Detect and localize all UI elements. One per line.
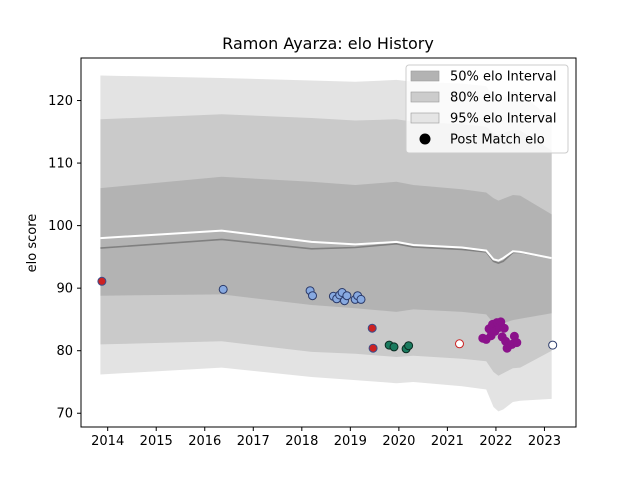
band-50-interval [100,176,552,326]
post-match-elo-point [342,291,352,301]
mean-elo-line [100,229,552,262]
legend-label: Post Match elo [450,133,545,148]
x-tick-label: 2017 [237,434,270,449]
legend-label: 95% elo Interval [450,112,557,127]
x-tick-label: 2014 [91,434,124,449]
legend-label: 80% elo Interval [450,91,557,106]
x-tick-label: 2023 [528,434,561,449]
chart-title: Ramon Ayarza: elo History [222,34,434,53]
legend-box [405,64,569,154]
band-80-interval [100,114,552,376]
legend-marker [419,133,431,145]
x-tick-label: 2019 [334,434,367,449]
median-elo-line [100,238,552,264]
post-match-elo-point [499,323,509,333]
post-match-elo-point [389,342,399,352]
y-tick-label: 110 [48,157,73,172]
legend-swatch [410,112,440,124]
y-axis-label: elo score [25,214,40,273]
axes: 2014 2015 2016 2017 2018 2019 2020 2021 2022 2023… [48,57,577,449]
post-match-elo-point [367,323,377,333]
x-tick-label: 2020 [382,434,415,449]
post-match-elo-point [356,294,366,304]
x-tick-label: 2021 [431,434,464,449]
post-match-elo-point [218,284,228,294]
y-tick-label: 70 [56,407,73,422]
y-tick-label: 100 [48,219,73,234]
y-tick-label: 120 [48,94,73,109]
legend: 50% elo Interval 80% elo Interval 95% elo … [405,64,569,154]
post-match-elo-point [548,340,558,350]
x-tick-label: 2016 [188,434,221,449]
legend-swatch [410,70,440,82]
plot-frame [80,57,577,428]
legend-label: 50% elo Interval [450,70,557,85]
post-match-elo-point [308,291,317,301]
x-tick-label: 2022 [479,434,512,449]
y-tick-label: 90 [56,282,73,297]
post-match-elo-point [512,338,522,348]
x-tick-label: 2018 [285,434,318,449]
x-tick-label: 2015 [140,434,173,449]
post-match-elo-point [404,341,414,351]
post-match-elo-point [97,276,107,286]
plot-area [97,75,558,412]
post-match-elo-point [455,339,464,349]
y-tick-label: 80 [56,344,73,359]
legend-swatch [410,91,440,103]
post-match-elo-point [368,343,378,353]
